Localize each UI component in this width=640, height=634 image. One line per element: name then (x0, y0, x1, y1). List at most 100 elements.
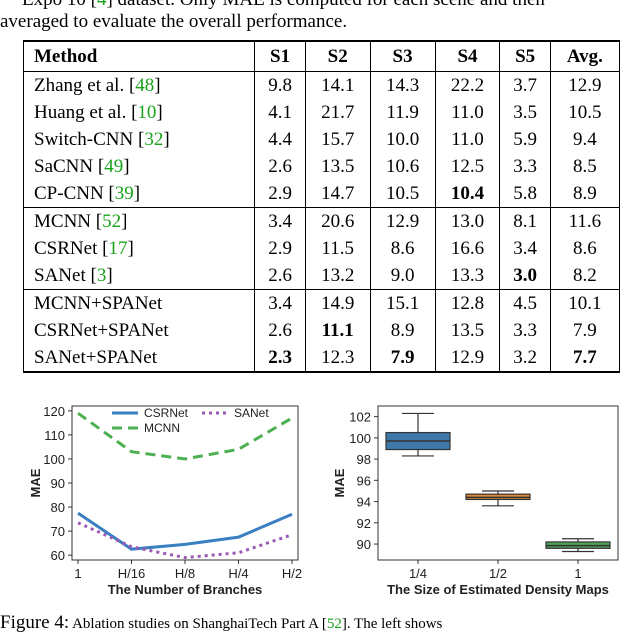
table-cell: 3.3 (499, 153, 551, 180)
y-tick-label: 90 (357, 537, 371, 552)
table-cell: 12.9 (434, 344, 500, 373)
branches-line-chart: 60 70 80 90 100 110 120 1 H/16 H/8 H/4 H/2 The Numbe… (20, 396, 310, 597)
y-tick-label: 120 (43, 404, 65, 419)
table-cell: 8.9 (369, 317, 436, 344)
citation-link[interactable]: 32 (144, 129, 164, 150)
method-name: Huang et al. [10] (22, 99, 255, 126)
table-cell: 3.7 (499, 71, 551, 99)
header-col-s1: S1 (254, 40, 306, 72)
table-cell: 22.2 (434, 71, 500, 99)
table-cell: 3.4 (499, 235, 551, 262)
plot-frame (377, 405, 619, 561)
table-cell: 7.9 (549, 317, 621, 344)
table-cell: 11.6 (549, 207, 621, 235)
table-cell: 9.8 (254, 71, 306, 99)
plot-frame (71, 405, 299, 561)
table-cell: 11.5 (304, 235, 371, 262)
table-body: Zhang et al. [48] 9.8 14.1 14.3 22.2 3.7 12.9 H… (22, 71, 621, 373)
method-name: CSRNet [17] (22, 235, 255, 262)
citation-link[interactable]: 52 (102, 211, 122, 232)
table-cell: 10.4 (434, 180, 500, 208)
table-cell: 8.5 (549, 153, 621, 180)
table-cell: 12.5 (434, 153, 500, 180)
table-cell: 13.5 (434, 317, 500, 344)
table-cell: 3.5 (499, 99, 551, 126)
table-cell: 12.9 (549, 71, 621, 99)
y-tick-label: 90 (51, 476, 65, 491)
x-tick-label: 1/4 (409, 566, 427, 581)
caption-citation[interactable]: 52 (326, 616, 342, 632)
legend-label: MCNN (144, 421, 180, 435)
table-cell: 11.1 (304, 317, 371, 344)
y-axis-label: MAE (28, 468, 43, 497)
table-cell: 7.9 (369, 344, 436, 373)
results-table: Method S1 S2 S3 S4 S5 Avg. Zhang et al. [48] 9.… (22, 40, 621, 373)
method-name: SANet+SPANet (22, 344, 255, 373)
method-name: CSRNet+SPANet (22, 317, 255, 344)
y-tick-label: 60 (51, 548, 65, 563)
table-cell: 14.1 (304, 71, 371, 99)
table-cell: 3.4 (254, 207, 306, 235)
method-name: MCNN+SPANet (22, 289, 255, 317)
x-tick-label: H/16 (118, 566, 145, 581)
intro-line-2: averaged to evaluate the overall perform… (0, 11, 348, 32)
table-cell: 5.9 (499, 126, 551, 153)
x-tick-label: 1 (74, 566, 81, 581)
table-cell: 8.9 (549, 180, 621, 208)
y-tick-label: 100 (349, 431, 371, 446)
table-cell: 8.2 (549, 262, 621, 290)
series-line-csrnet (77, 511, 293, 551)
citation-link[interactable]: 48 (135, 75, 155, 96)
y-tick-label: 110 (44, 428, 65, 443)
y-axis-label: MAE (332, 468, 347, 497)
table-cell: 11.0 (434, 99, 500, 126)
y-tick-label: 96 (357, 473, 371, 488)
table-cell: 5.8 (499, 180, 551, 208)
table-cell: 8.1 (499, 207, 551, 235)
header-col-s5: S5 (499, 40, 551, 72)
table-row: SANet [3] 2.6 13.2 9.0 13.3 3.0 8.2 (22, 262, 621, 290)
table-cell: 14.3 (369, 71, 436, 99)
table-cell: 14.7 (304, 180, 371, 208)
table-cell: 8.6 (549, 235, 621, 262)
caption-text: Ablation studies on ShanghaiTech Part A … (69, 616, 327, 632)
table-cell: 4.5 (499, 289, 551, 317)
citation-link[interactable]: 3 (96, 265, 107, 286)
citation-link[interactable]: 49 (104, 156, 124, 177)
table-cell: 10.0 (369, 126, 436, 153)
table-cell: 13.3 (434, 262, 500, 290)
method-name: Zhang et al. [48] (22, 71, 255, 99)
citation-link[interactable]: 39 (114, 183, 134, 204)
table-cell: 10.5 (369, 180, 436, 208)
density-box-chart: 90 92 94 96 98 100 102 1/4 1/2 1 The Size of Estim… (328, 396, 628, 597)
table-row: CP-CNN [39] 2.9 14.7 10.5 10.4 5.8 8.9 (22, 180, 621, 208)
table-cell: 9.4 (549, 126, 621, 153)
table-cell: 2.6 (254, 153, 306, 180)
y-tick-label: 92 (357, 516, 371, 531)
table-cell: 2.9 (254, 180, 306, 208)
table-row: SaCNN [49] 2.6 13.5 10.6 12.5 3.3 8.5 (22, 153, 621, 180)
citation-link[interactable]: 4 (97, 0, 107, 10)
table-row: Huang et al. [10] 4.1 21.7 11.9 11.0 3.5 10.5 (22, 99, 621, 126)
table-cell: 3.3 (499, 317, 551, 344)
x-axis-label: The Size of Estimated Density Maps (387, 582, 609, 597)
header-method: Method (22, 40, 255, 72)
table-cell: 3.4 (254, 289, 306, 317)
table-cell: 14.9 (304, 289, 371, 317)
series-line-mcnn (77, 412, 293, 461)
table-cell: 10.5 (549, 99, 621, 126)
table-cell: 15.1 (369, 289, 436, 317)
table-cell: 12.9 (369, 207, 436, 235)
table-row: CSRNet+SPANet 2.6 11.1 8.9 13.5 3.3 7.9 (22, 317, 621, 344)
citation-link[interactable]: 10 (137, 102, 157, 123)
table-cell: 12.3 (304, 344, 371, 373)
table-cell: 3.0 (499, 262, 551, 290)
line-chart-svg: 60 70 80 90 100 110 120 1 H/16 H/8 H/4 H/2 The Numbe… (28, 404, 302, 597)
table-cell: 8.6 (369, 235, 436, 262)
series-line-sanet (77, 521, 293, 560)
table-cell: 4.4 (254, 126, 306, 153)
y-tick-label: 100 (43, 452, 65, 467)
table-row: CSRNet [17] 2.9 11.5 8.6 16.6 3.4 8.6 (22, 235, 621, 262)
table-cell: 2.6 (254, 262, 306, 290)
citation-link[interactable]: 17 (108, 238, 128, 259)
